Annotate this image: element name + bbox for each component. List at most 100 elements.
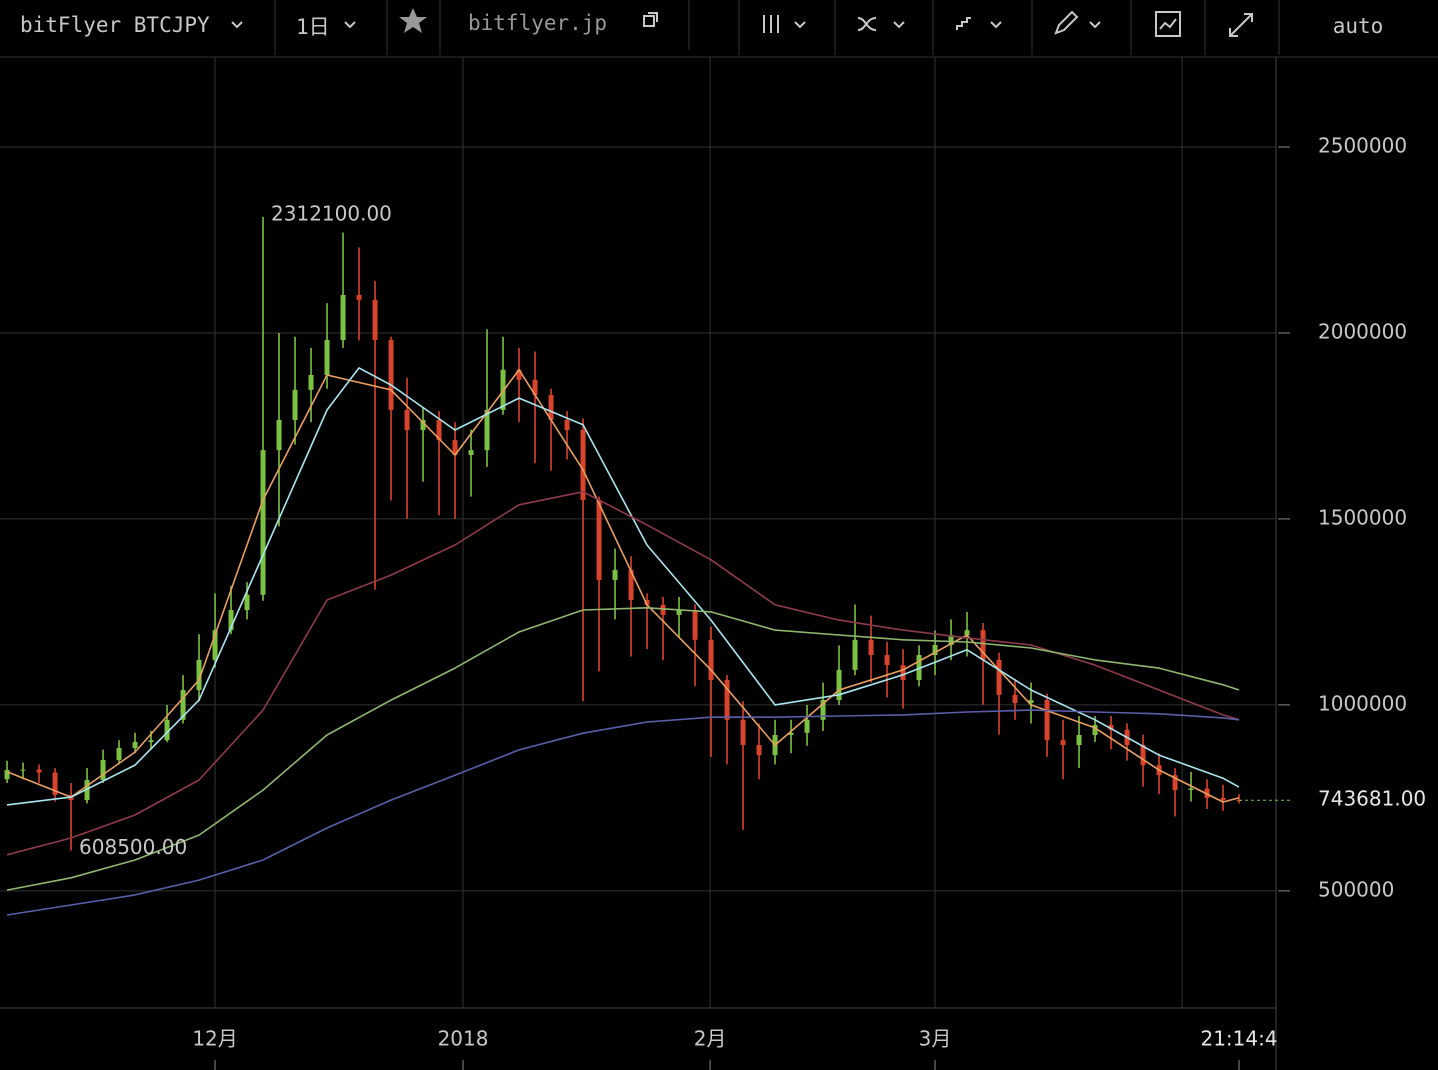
moving-average-line xyxy=(6,367,1240,806)
candle-body xyxy=(484,409,490,451)
compare-icon[interactable] xyxy=(956,17,971,30)
site-link[interactable]: bitflyer.jp xyxy=(468,11,607,35)
x-tick-label: 2月 xyxy=(694,1027,727,1051)
candle-body xyxy=(228,610,234,631)
moving-average-line xyxy=(6,368,1240,803)
chevron[interactable] xyxy=(231,21,243,29)
candle-body xyxy=(628,569,634,601)
candle-body xyxy=(676,610,682,615)
interval[interactable]: 1日 xyxy=(296,15,330,39)
candle-body xyxy=(20,769,26,771)
candle-body xyxy=(996,659,1002,695)
candle-body xyxy=(596,499,602,580)
chevron[interactable] xyxy=(893,21,905,29)
candle-icon[interactable] xyxy=(763,15,779,33)
candle-body xyxy=(260,450,266,595)
fullscreen-icon[interactable] xyxy=(1229,13,1253,37)
draw-icon[interactable] xyxy=(1054,10,1079,35)
candle-body xyxy=(900,665,906,680)
candle-body xyxy=(164,719,170,741)
candle-body xyxy=(1092,724,1098,736)
candle-body xyxy=(244,594,250,611)
screenshot-icon xyxy=(1159,18,1177,30)
chevron[interactable] xyxy=(794,21,806,29)
candle-body xyxy=(692,610,698,640)
candle-body xyxy=(516,369,522,380)
y-tick-label: 2000000 xyxy=(1318,319,1407,343)
candle-body xyxy=(612,569,618,580)
candle-body xyxy=(340,295,346,341)
candle-body xyxy=(708,639,714,680)
candle-body xyxy=(196,659,202,691)
candle-body xyxy=(916,655,922,680)
candle-body xyxy=(804,719,810,733)
candle-body xyxy=(932,645,938,656)
candle-body xyxy=(884,655,890,666)
candle-body xyxy=(580,430,586,500)
candle-body xyxy=(980,630,986,660)
candle-body xyxy=(468,450,474,455)
candle-body xyxy=(372,299,378,341)
candle-body xyxy=(132,742,138,749)
candle-body xyxy=(820,700,826,720)
candle-body xyxy=(420,419,426,431)
y-tick-label: 1000000 xyxy=(1318,691,1407,715)
candle-body xyxy=(100,759,106,781)
candle-body xyxy=(852,639,858,670)
popout-icon xyxy=(648,12,658,22)
candle-body xyxy=(1220,797,1226,801)
candle-body xyxy=(436,419,442,441)
moving-average-line xyxy=(6,709,1240,916)
candle-body xyxy=(564,419,570,431)
x-tick-label: 3月 xyxy=(919,1027,952,1051)
candle-body xyxy=(180,690,186,720)
candle-body xyxy=(548,395,554,420)
candle-body xyxy=(1188,788,1194,791)
candle-body xyxy=(1060,740,1066,746)
candle-body xyxy=(532,379,538,396)
candle-body xyxy=(4,769,10,780)
candle-body xyxy=(660,604,666,615)
toolbar: bitFlyer BTCJPY 1日 bitflyer.jp auto xyxy=(0,0,1438,58)
scale-mode[interactable]: auto xyxy=(1333,14,1384,38)
chevron[interactable] xyxy=(990,21,1002,29)
candle-body xyxy=(724,679,730,720)
candle-body xyxy=(292,389,298,420)
candle-body xyxy=(868,639,874,656)
candle-body xyxy=(1044,700,1050,741)
candle-body xyxy=(324,340,330,375)
popout-icon[interactable] xyxy=(643,15,655,27)
chevron[interactable] xyxy=(1089,21,1101,29)
moving-average-line xyxy=(6,490,1240,856)
candle-body xyxy=(308,374,314,390)
candle-body xyxy=(948,634,954,646)
candle-body xyxy=(212,630,218,660)
candle-body xyxy=(356,295,362,300)
price-annotation: 2312100.00 xyxy=(271,201,392,225)
screenshot-icon[interactable] xyxy=(1155,11,1181,37)
candle-body xyxy=(1172,775,1178,791)
candle-body xyxy=(1028,700,1034,704)
price-annotation: 608500.00 xyxy=(79,835,187,859)
candle-body xyxy=(756,745,762,756)
candle-body xyxy=(836,669,842,701)
moving-average-line xyxy=(6,606,1240,891)
chevron[interactable] xyxy=(344,21,356,29)
candle-body xyxy=(1108,724,1114,730)
star-icon[interactable] xyxy=(399,8,427,33)
candle-body xyxy=(276,419,282,451)
candle-body xyxy=(84,780,90,801)
candle-body xyxy=(740,719,746,746)
toolbar-bg xyxy=(0,0,1438,57)
x-tick-label: 12月 xyxy=(192,1027,237,1051)
symbol[interactable]: bitFlyer BTCJPY xyxy=(20,13,210,37)
candle-body xyxy=(52,772,58,795)
candle-body xyxy=(388,340,394,410)
plot-area: 2312100.00 608500.00 xyxy=(0,57,1276,1008)
candle-body xyxy=(116,748,122,760)
y-tick-label: 1500000 xyxy=(1318,505,1407,529)
x-tick-label: 2018 xyxy=(438,1027,489,1051)
indicator-icon[interactable] xyxy=(857,17,877,31)
